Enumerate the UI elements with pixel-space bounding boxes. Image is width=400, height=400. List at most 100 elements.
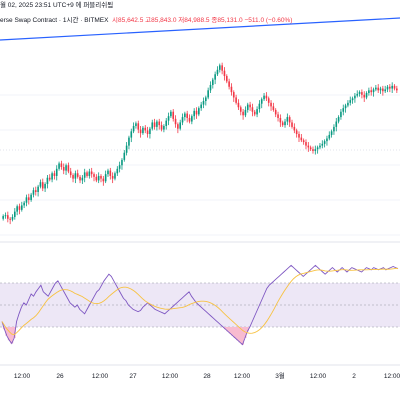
candle-body <box>370 90 373 93</box>
candle-body <box>88 171 91 176</box>
x-tick-label: 2 <box>352 373 356 380</box>
candle-body <box>337 117 340 122</box>
candle-body <box>181 117 184 123</box>
candle-body <box>298 134 300 138</box>
candle-body <box>211 79 214 85</box>
candle-body <box>209 84 212 91</box>
candle-body <box>284 121 286 126</box>
candle-body <box>386 86 389 90</box>
x-tick-label: 28 <box>203 373 211 380</box>
candle-body <box>277 114 279 118</box>
candle-body <box>102 178 105 182</box>
time-axis: 12:00 26 12:00 27 12:00 28 12:00 3월 12:00 2 12:00 <box>0 364 400 380</box>
candle-body <box>340 111 342 118</box>
rsi-oversold-fill <box>2 327 249 345</box>
candle-body <box>128 137 130 146</box>
candle-body <box>86 172 88 176</box>
rsi-ma-line <box>1 267 399 336</box>
candle-body <box>216 69 219 75</box>
candle-body <box>144 127 147 131</box>
rsi-pane <box>0 241 400 346</box>
candle-body <box>354 95 356 99</box>
candle-body <box>328 134 331 139</box>
candle-body <box>163 126 165 130</box>
candle-body <box>253 111 256 115</box>
candle-body <box>65 165 67 171</box>
candle-body <box>379 88 382 91</box>
candle-body <box>391 85 393 89</box>
candle-body <box>218 65 221 70</box>
candle-body <box>323 141 326 144</box>
candle-body <box>195 110 198 115</box>
x-tick-label: 27 <box>129 373 137 380</box>
candle-body <box>160 125 163 130</box>
price-pane <box>0 17 400 236</box>
candle-body <box>37 186 39 192</box>
candle-body <box>365 93 368 98</box>
candle-body <box>356 93 359 96</box>
candle-body <box>46 177 49 184</box>
candle-body <box>321 143 324 146</box>
ohlc-low: 저84,988.5 <box>178 17 210 24</box>
candle-body <box>90 171 93 175</box>
candle-body <box>4 215 7 217</box>
candle-body <box>32 190 35 195</box>
candle-body <box>244 109 247 116</box>
candle-body <box>27 197 30 201</box>
x-tick-label: 3월 <box>275 371 285 380</box>
candle-body <box>351 98 354 101</box>
candle-body <box>179 122 182 129</box>
candle-body <box>288 117 291 123</box>
candle-body <box>235 97 237 103</box>
candle-body <box>232 92 235 98</box>
candle-body <box>225 76 228 82</box>
candle-body <box>349 100 352 103</box>
candle-body <box>16 206 18 212</box>
ohlc-change: −511.0 (−0.60%) <box>244 17 293 24</box>
candle-body <box>151 122 154 129</box>
candle-body <box>191 116 193 122</box>
candle-body <box>132 126 135 132</box>
candle-body <box>18 206 21 210</box>
publish-datetime: 월 02, 2025 23:51 UTC+9 에 퍼블리쉬됨 <box>0 2 114 9</box>
candle-body <box>389 86 391 89</box>
candle-body <box>230 86 233 93</box>
candle-body <box>286 117 289 122</box>
x-tick-label: 26 <box>56 373 64 380</box>
candle-body <box>291 122 293 127</box>
candle-body <box>165 120 168 126</box>
candle-body <box>344 105 347 109</box>
candle-body <box>342 108 345 112</box>
candle-body <box>23 202 25 206</box>
candle-body <box>312 149 314 151</box>
candle-body <box>223 70 226 77</box>
candle-body <box>198 108 200 115</box>
candle-body <box>114 173 116 179</box>
candle-body <box>41 182 44 189</box>
candle-body <box>142 127 144 134</box>
candle-body <box>377 87 380 91</box>
candle-body <box>172 111 175 119</box>
candle-body <box>382 88 384 92</box>
candle-body <box>363 94 366 98</box>
candle-body <box>228 81 230 87</box>
candle-body <box>72 175 74 179</box>
candle-body <box>7 215 9 219</box>
candle-body <box>146 130 149 135</box>
candle-body <box>58 163 60 169</box>
candle-body <box>48 177 51 180</box>
candle-body <box>69 171 72 176</box>
candle-body <box>319 145 321 148</box>
candle-body <box>358 92 361 94</box>
candle-body <box>205 97 207 102</box>
trendline[interactable] <box>0 17 400 41</box>
candle-body <box>305 142 307 146</box>
candle-body <box>55 168 58 176</box>
candle-body <box>104 174 107 182</box>
candle-body <box>34 190 37 192</box>
candle-body <box>335 121 338 127</box>
candle-body <box>139 129 142 134</box>
candle-body <box>200 104 202 109</box>
candle-body <box>125 145 128 153</box>
